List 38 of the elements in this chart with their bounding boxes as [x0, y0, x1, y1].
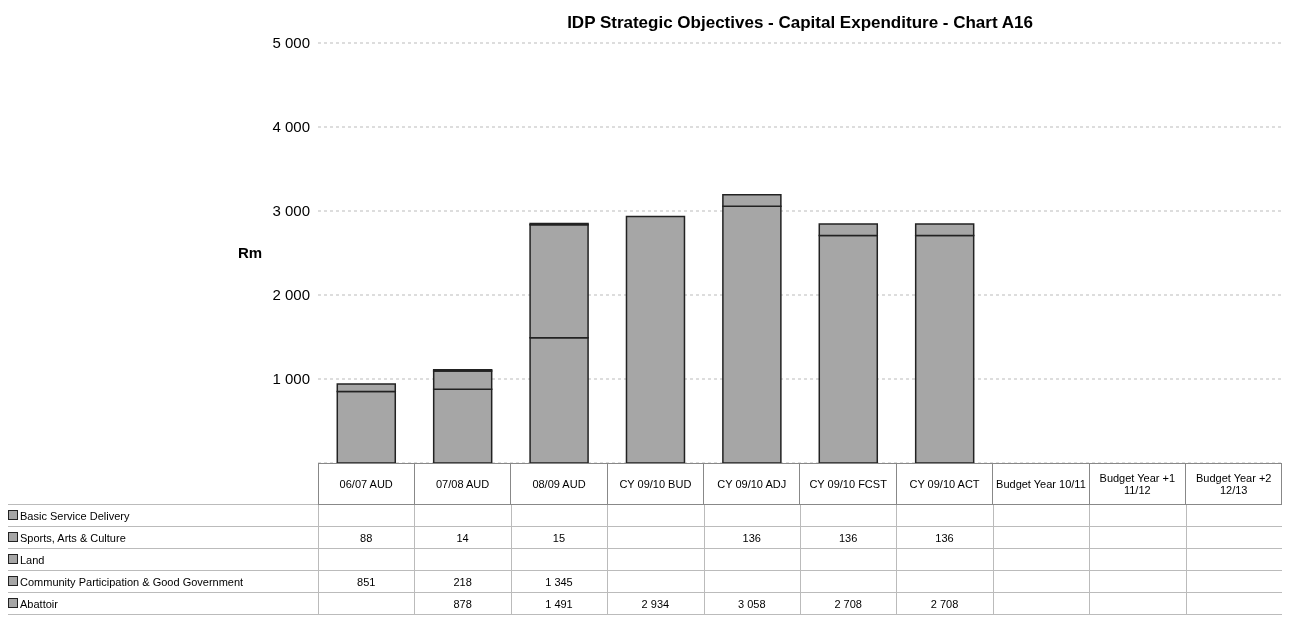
data-label: 1 345 [544, 575, 574, 590]
x-tick-label: Budget Year +1 11/12 [1089, 463, 1186, 505]
data-label: 14 [455, 531, 470, 546]
data-label: 15 [551, 531, 567, 546]
x-tick-label: Budget Year 10/11 [992, 463, 1090, 505]
x-tick-label: CY 09/10 ACT [896, 463, 993, 505]
y-tick-label: 5 000 [272, 34, 310, 52]
x-tick-label: CY 09/10 ADJ [703, 463, 800, 505]
y-tick-label: 1 000 [272, 370, 310, 388]
x-tick-label: 07/08 AUD [414, 463, 511, 505]
y-axis-title: Rm [238, 244, 263, 262]
x-tick-label: Budget Year +2 12/13 [1185, 463, 1282, 505]
data-label: 218 [452, 575, 473, 590]
y-tick-label: 4 000 [272, 118, 310, 136]
data-label: 878 [452, 597, 473, 612]
y-tick-label: 2 000 [272, 286, 310, 304]
data-label: 136 [741, 531, 762, 546]
y-tick-label: 3 000 [272, 202, 310, 220]
data-label: 136 [934, 531, 955, 546]
x-tick-label: CY 09/10 FCST [799, 463, 897, 505]
chart-title: IDP Strategic Objectives - Capital Expenditure - Chart A16 [567, 13, 1033, 32]
data-label: 136 [837, 531, 859, 546]
data-label: 2 708 [833, 597, 863, 612]
data-label: 88 [359, 531, 374, 546]
legend-label: Land [19, 553, 46, 568]
x-tick-label: CY 09/10 BUD [607, 463, 704, 505]
legend-label: Community Participation & Good Government [19, 575, 245, 590]
data-label: 851 [356, 575, 377, 590]
legend-label: Basic Service Delivery [19, 508, 131, 524]
data-label: 3 058 [737, 597, 767, 612]
x-tick-label: 06/07 AUD [318, 463, 415, 505]
data-label: 2 708 [929, 597, 960, 612]
x-tick-label: 08/09 AUD [510, 463, 608, 505]
data-label: 2 934 [640, 597, 671, 612]
data-label: 1 491 [544, 597, 574, 612]
legend-label: Abattoir [19, 597, 59, 612]
bar [625, 215, 686, 463]
legend-label: Sports, Arts & Culture [19, 531, 127, 546]
